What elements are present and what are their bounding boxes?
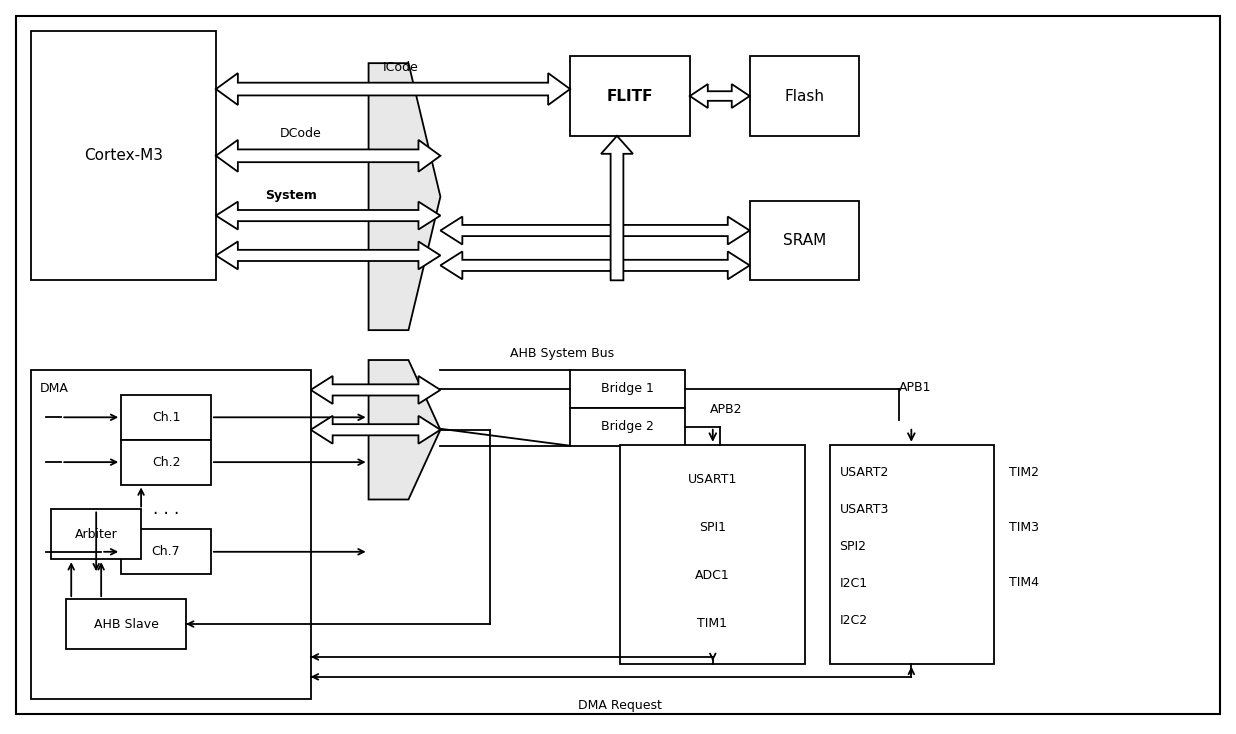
Bar (570, 370, 685, 408)
Text: TIM3: TIM3 (1009, 521, 1039, 534)
Text: AHB Slave: AHB Slave (94, 617, 158, 631)
Bar (121, 529, 211, 574)
Bar (121, 440, 211, 484)
Bar (67, 599, 185, 649)
Text: I2C2: I2C2 (839, 614, 868, 627)
Text: SRAM: SRAM (782, 233, 826, 248)
Text: Bridge 2: Bridge 2 (601, 421, 654, 433)
Text: USART1: USART1 (687, 473, 737, 486)
Text: Flash: Flash (785, 89, 824, 103)
Text: . . .: . . . (153, 501, 179, 518)
Bar (750, 200, 859, 280)
Text: System: System (265, 189, 316, 202)
Text: TIM2: TIM2 (1009, 466, 1039, 479)
Text: I2C1: I2C1 (839, 577, 868, 589)
Bar (829, 445, 994, 664)
Text: USART2: USART2 (839, 466, 889, 479)
Polygon shape (216, 140, 440, 172)
Text: FLITF: FLITF (607, 89, 653, 103)
Text: USART3: USART3 (839, 503, 889, 516)
Polygon shape (216, 241, 440, 269)
Bar (570, 57, 690, 136)
Text: Ch.1: Ch.1 (152, 411, 180, 424)
Text: DCode: DCode (279, 128, 321, 140)
Bar (750, 57, 859, 136)
Polygon shape (440, 252, 750, 280)
Text: TIM4: TIM4 (1009, 575, 1039, 589)
Text: APB2: APB2 (709, 404, 743, 416)
Text: SPI1: SPI1 (698, 521, 726, 534)
Polygon shape (310, 376, 440, 404)
Text: Bridge 1: Bridge 1 (601, 382, 654, 396)
Polygon shape (216, 73, 570, 105)
Polygon shape (690, 84, 750, 108)
Text: Arbiter: Arbiter (75, 528, 117, 541)
Text: SPI2: SPI2 (839, 539, 866, 553)
Bar (570, 408, 685, 446)
Polygon shape (310, 416, 440, 444)
Text: DMA: DMA (40, 382, 68, 395)
Polygon shape (368, 63, 440, 330)
Polygon shape (216, 202, 440, 230)
Text: DMA Request: DMA Request (578, 699, 662, 712)
Text: ICode: ICode (383, 61, 418, 73)
Text: Cortex-M3: Cortex-M3 (84, 148, 163, 163)
Polygon shape (440, 217, 750, 244)
Bar (51, 509, 141, 559)
Bar (31, 32, 216, 280)
Polygon shape (368, 360, 440, 500)
Bar (620, 445, 805, 664)
Text: Ch.2: Ch.2 (152, 456, 180, 468)
Text: TIM1: TIM1 (697, 617, 727, 630)
Text: AHB System Bus: AHB System Bus (510, 347, 614, 360)
Bar (31, 370, 310, 699)
Text: Ch.7: Ch.7 (152, 545, 180, 559)
Text: ADC1: ADC1 (695, 569, 729, 582)
Bar (121, 395, 211, 440)
Text: APB1: APB1 (900, 382, 932, 394)
Polygon shape (601, 136, 633, 280)
